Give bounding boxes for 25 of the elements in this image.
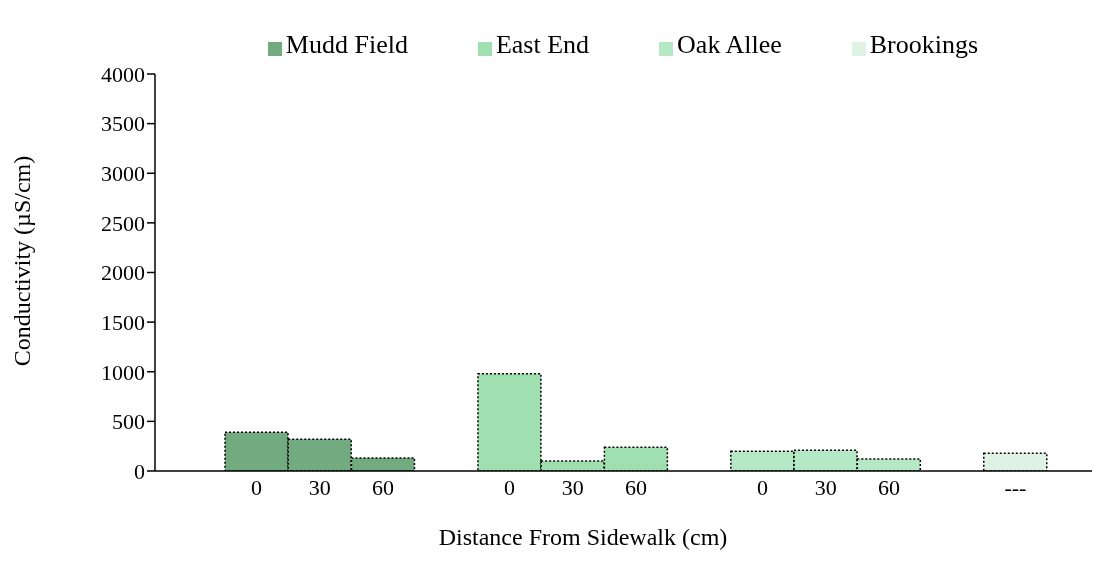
x-tick-label: 0 xyxy=(756,474,768,500)
y-axis-title: Conductivity (µS/cm) xyxy=(9,155,35,367)
legend-label: Mudd Field xyxy=(285,30,408,59)
y-tick-label: 1500 xyxy=(101,309,145,335)
legend-label: East End xyxy=(495,30,590,59)
y-tick-label: 4000 xyxy=(101,61,145,87)
x-tick-label: 60 xyxy=(372,474,395,500)
x-tick-label: 0 xyxy=(504,474,516,500)
x-tick-label: 60 xyxy=(877,474,900,500)
x-tick-label: 0 xyxy=(251,474,263,500)
x-tick-label: 30 xyxy=(814,474,837,500)
y-tick-label: 0 xyxy=(134,458,145,484)
x-tick-label: --- xyxy=(1004,474,1027,500)
x-tick-label: 60 xyxy=(625,474,647,500)
y-tick-label: 3500 xyxy=(101,111,145,137)
x-tick-label: 30 xyxy=(561,474,584,500)
y-tick-label: 1000 xyxy=(101,359,145,385)
x-tick-label: 30 xyxy=(308,474,331,500)
x-axis-title: Distance From Sidewalk (cm) xyxy=(438,524,728,550)
y-tick-label: 2000 xyxy=(101,260,145,286)
y-tick-label: 2500 xyxy=(101,210,145,236)
y-tick-label: 500 xyxy=(112,409,145,435)
legend-label: Oak Allee xyxy=(677,30,782,59)
legend-label: Brookings xyxy=(869,30,979,59)
y-tick-label: 3000 xyxy=(101,161,145,187)
